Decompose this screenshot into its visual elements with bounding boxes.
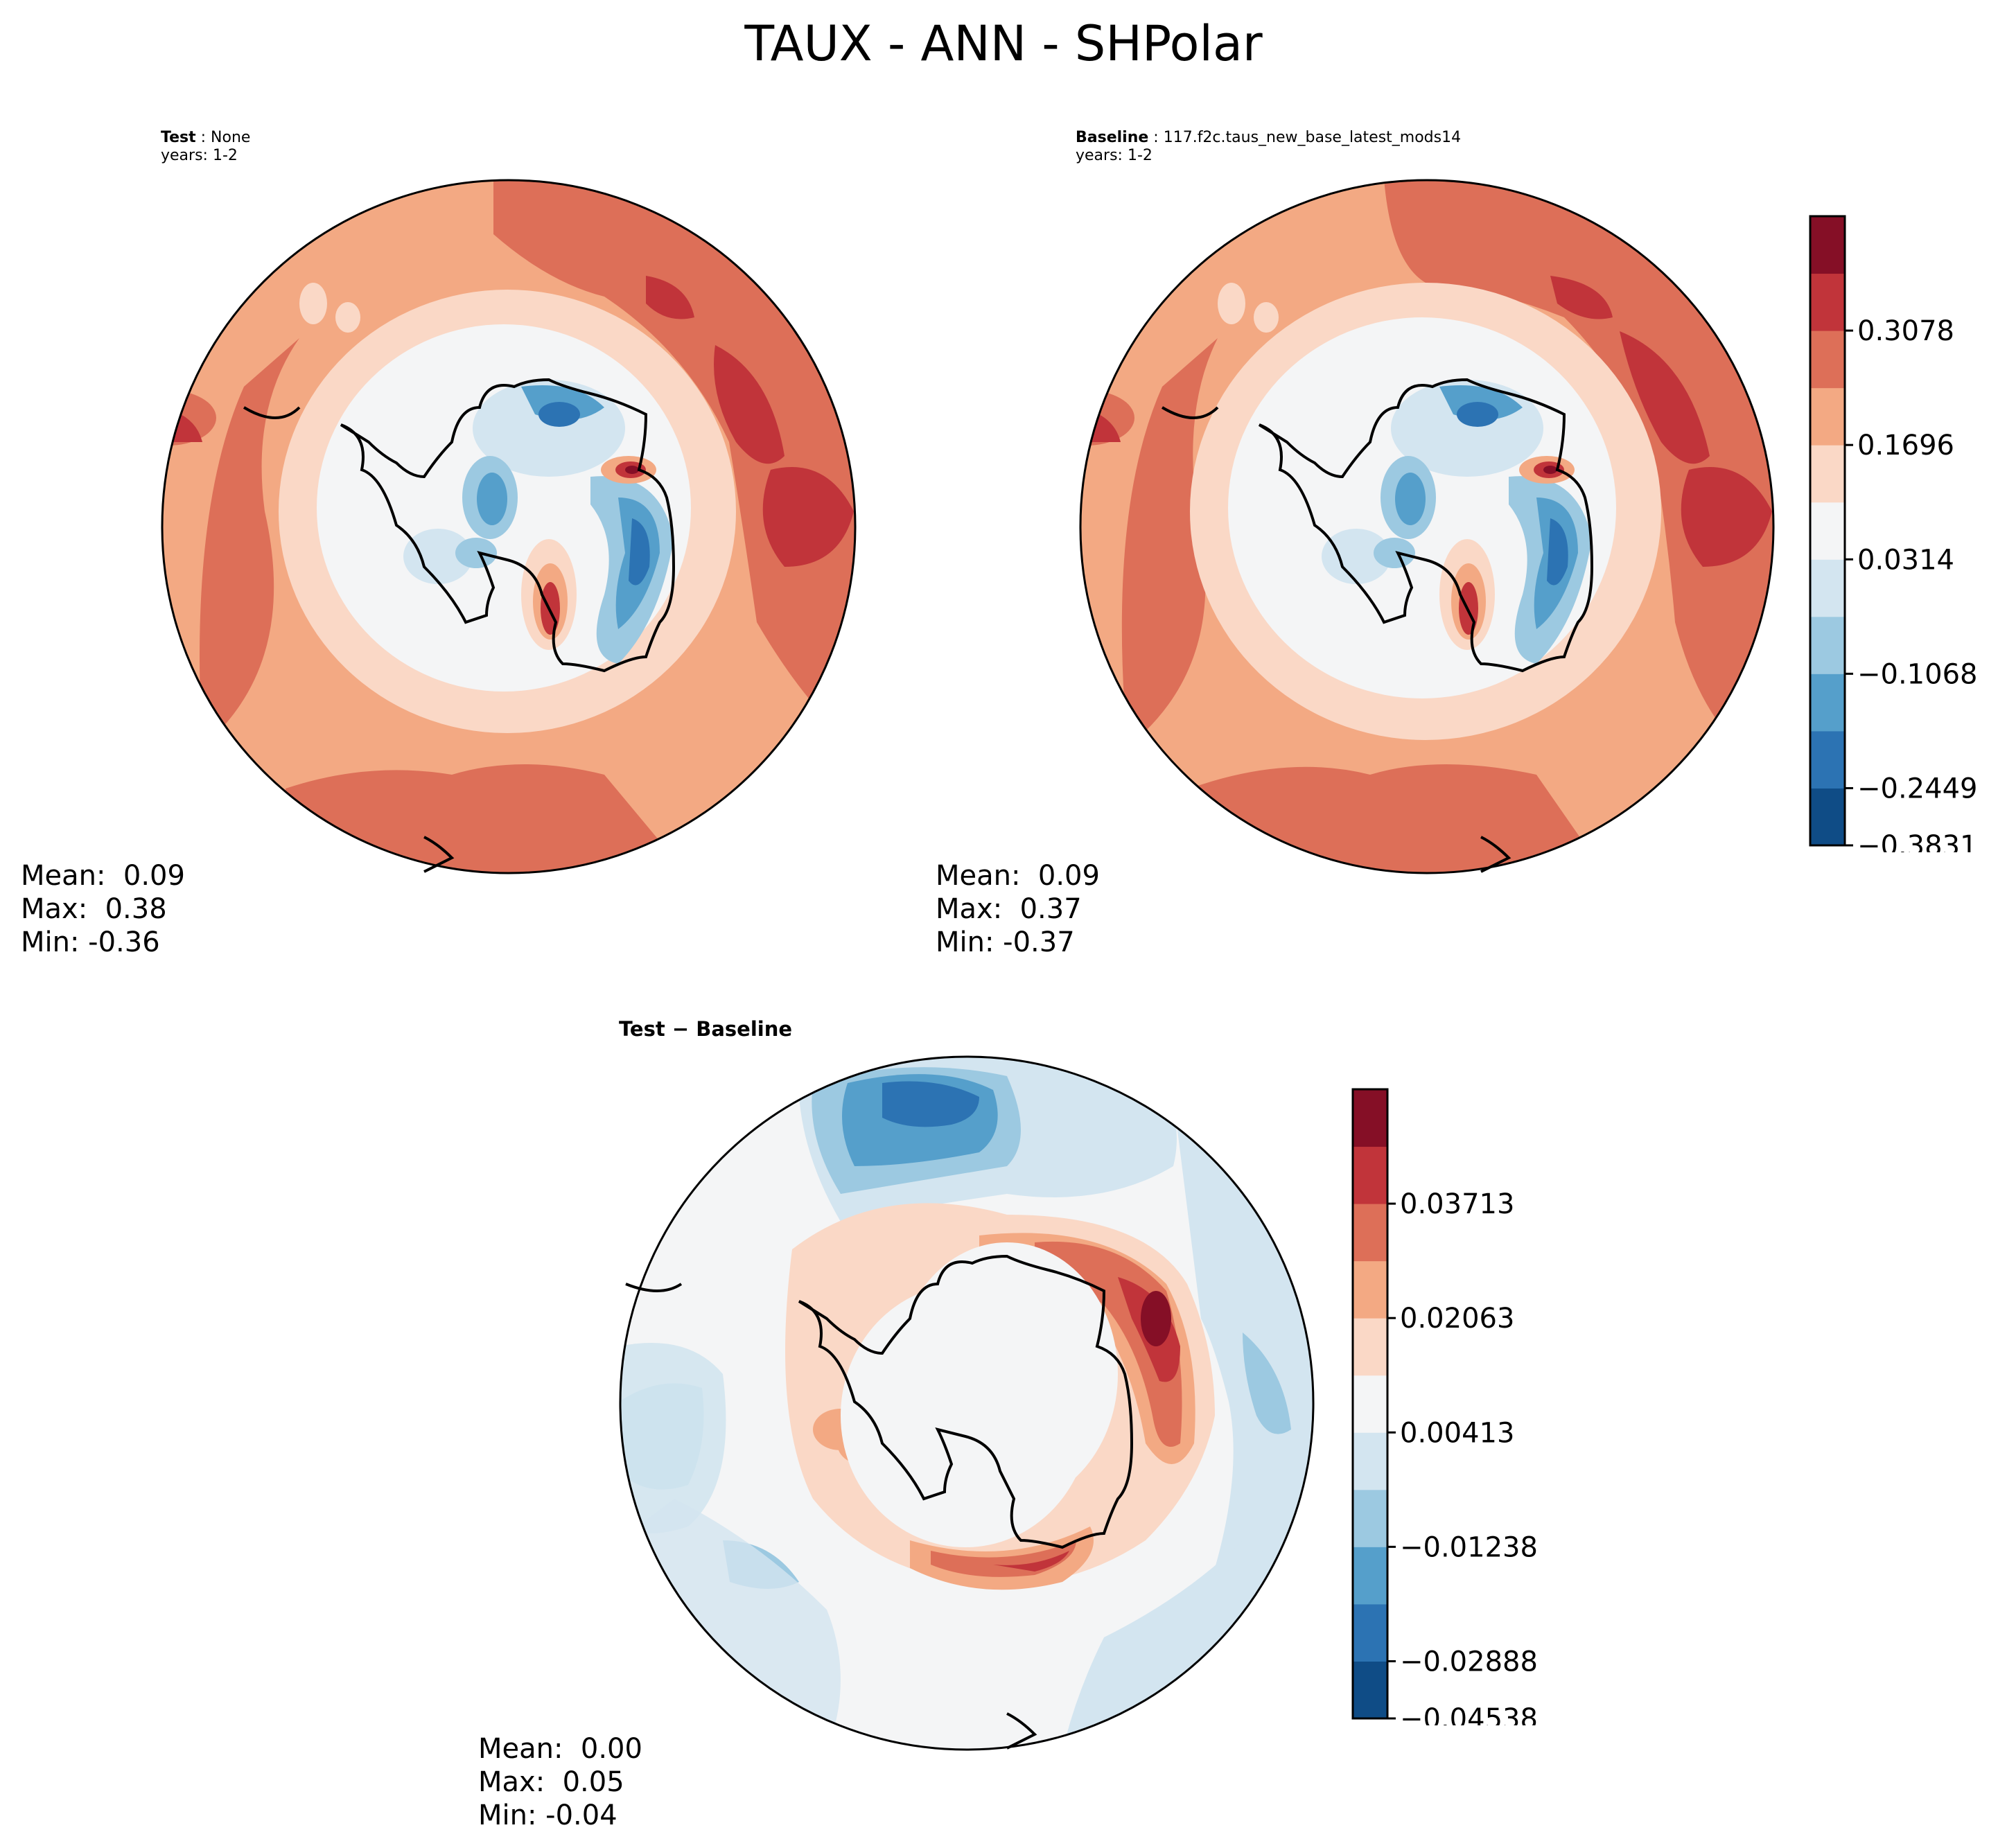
- diff-colorbar-frame: [1351, 1088, 1389, 1720]
- diff-colorbar-segment: [1353, 1204, 1387, 1262]
- main-colorbar-segment: [1810, 216, 1845, 274]
- diff-max: Max: 0.05: [478, 1766, 624, 1798]
- coastline: [1161, 378, 1594, 873]
- diff-mean: Mean: 0.00: [478, 1733, 642, 1765]
- test-stats: Mean: 0.09 Max: 0.38 Min: -0.36: [21, 859, 185, 959]
- diff-stats: Mean: 0.00 Max: 0.05 Min: -0.04: [478, 1732, 642, 1832]
- test-years: years: 1-2: [161, 147, 238, 164]
- baseline-stats: Mean: 0.09 Max: 0.37 Min: -0.37: [936, 859, 1100, 959]
- diff-colorbar-segment: [1353, 1375, 1387, 1433]
- baseline-name: 117.f2c.taus_new_base_latest_mods14: [1163, 129, 1462, 146]
- main-colorbar-segment: [1810, 445, 1845, 503]
- diff-colorbar-segment: [1353, 1432, 1387, 1490]
- diff-colorbar-tick-label: −0.01238: [1400, 1531, 1538, 1563]
- main-colorbar-tick-label: −0.1068: [1857, 658, 1977, 690]
- baseline-years: years: 1-2: [1076, 147, 1153, 164]
- diff-colorbar-tick-label: 0.00413: [1400, 1417, 1514, 1449]
- main-colorbar-tick-label: 0.0314: [1857, 544, 1954, 576]
- main-colorbar-segment: [1810, 730, 1845, 789]
- diff-colorbar-segment: [1353, 1547, 1387, 1605]
- main-colorbar-segment: [1810, 331, 1845, 389]
- diff-colorbar-tick-label: −0.02888: [1400, 1646, 1538, 1678]
- main-colorbar-segment: [1810, 387, 1845, 446]
- test-min: Min: -0.36: [21, 926, 160, 958]
- main-colorbar-frame: [1809, 215, 1846, 847]
- diff-colorbar-tick-label: −0.04538: [1400, 1703, 1538, 1725]
- diff-colorbar: 0.03713 0.02063 0.00413 −0.01238 −0.02888 −0.…: [1351, 1088, 1538, 1725]
- baseline-label: Baseline: [1076, 129, 1149, 146]
- diff-colorbar-segment: [1353, 1089, 1387, 1147]
- diff-map: [619, 1055, 1315, 1751]
- diff-min: Min: -0.04: [478, 1799, 617, 1831]
- diff-colorbar-segment: [1353, 1661, 1387, 1719]
- main-colorbar-tick-label: −0.3831: [1857, 830, 1977, 852]
- test-name: None: [211, 129, 251, 146]
- test-map: [161, 179, 857, 874]
- main-colorbar-tick-label: 0.3078: [1857, 315, 1954, 347]
- diff-colorbar-segment: [1353, 1318, 1387, 1376]
- diff-panel-title: Test − Baseline: [619, 1017, 793, 1041]
- baseline-mean: Mean: 0.09: [936, 860, 1100, 892]
- diff-colorbar-tick-label: 0.03713: [1400, 1188, 1514, 1220]
- diff-colorbar-segment: [1353, 1260, 1387, 1319]
- coastline: [625, 1254, 1134, 1750]
- main-colorbar-segment: [1810, 616, 1845, 674]
- diff-colorbar-segment: [1353, 1489, 1387, 1547]
- baseline-min: Min: -0.37: [936, 926, 1075, 958]
- diff-colorbar-tick-label: 0.02063: [1400, 1303, 1514, 1335]
- figure-title: TAUX - ANN - SHPolar: [744, 15, 1263, 72]
- baseline-panel-title: Baseline : 117.f2c.taus_new_base_latest_…: [1076, 129, 1462, 164]
- main-colorbar-tick-label: −0.2449: [1857, 773, 1977, 804]
- coastline: [243, 378, 676, 873]
- main-colorbar-segment: [1810, 273, 1845, 331]
- test-mean: Mean: 0.09: [21, 860, 185, 892]
- main-colorbar-segment: [1810, 788, 1845, 846]
- baseline-max: Max: 0.37: [936, 893, 1082, 925]
- diff-colorbar-segment: [1353, 1146, 1387, 1204]
- main-colorbar-segment: [1810, 502, 1845, 560]
- main-colorbar-tick-label: 0.1696: [1857, 430, 1954, 461]
- test-max: Max: 0.38: [21, 893, 167, 925]
- main-colorbar-segment: [1810, 674, 1845, 732]
- main-colorbar-segment: [1810, 559, 1845, 617]
- main-colorbar: 0.3078 0.1696 0.0314 −0.1068 −0.2449 −0.3831: [1809, 215, 1977, 852]
- baseline-map: [1079, 179, 1775, 874]
- test-label: Test: [161, 129, 196, 146]
- test-panel-title: Test : None years: 1-2: [161, 129, 251, 164]
- diff-colorbar-segment: [1353, 1603, 1387, 1662]
